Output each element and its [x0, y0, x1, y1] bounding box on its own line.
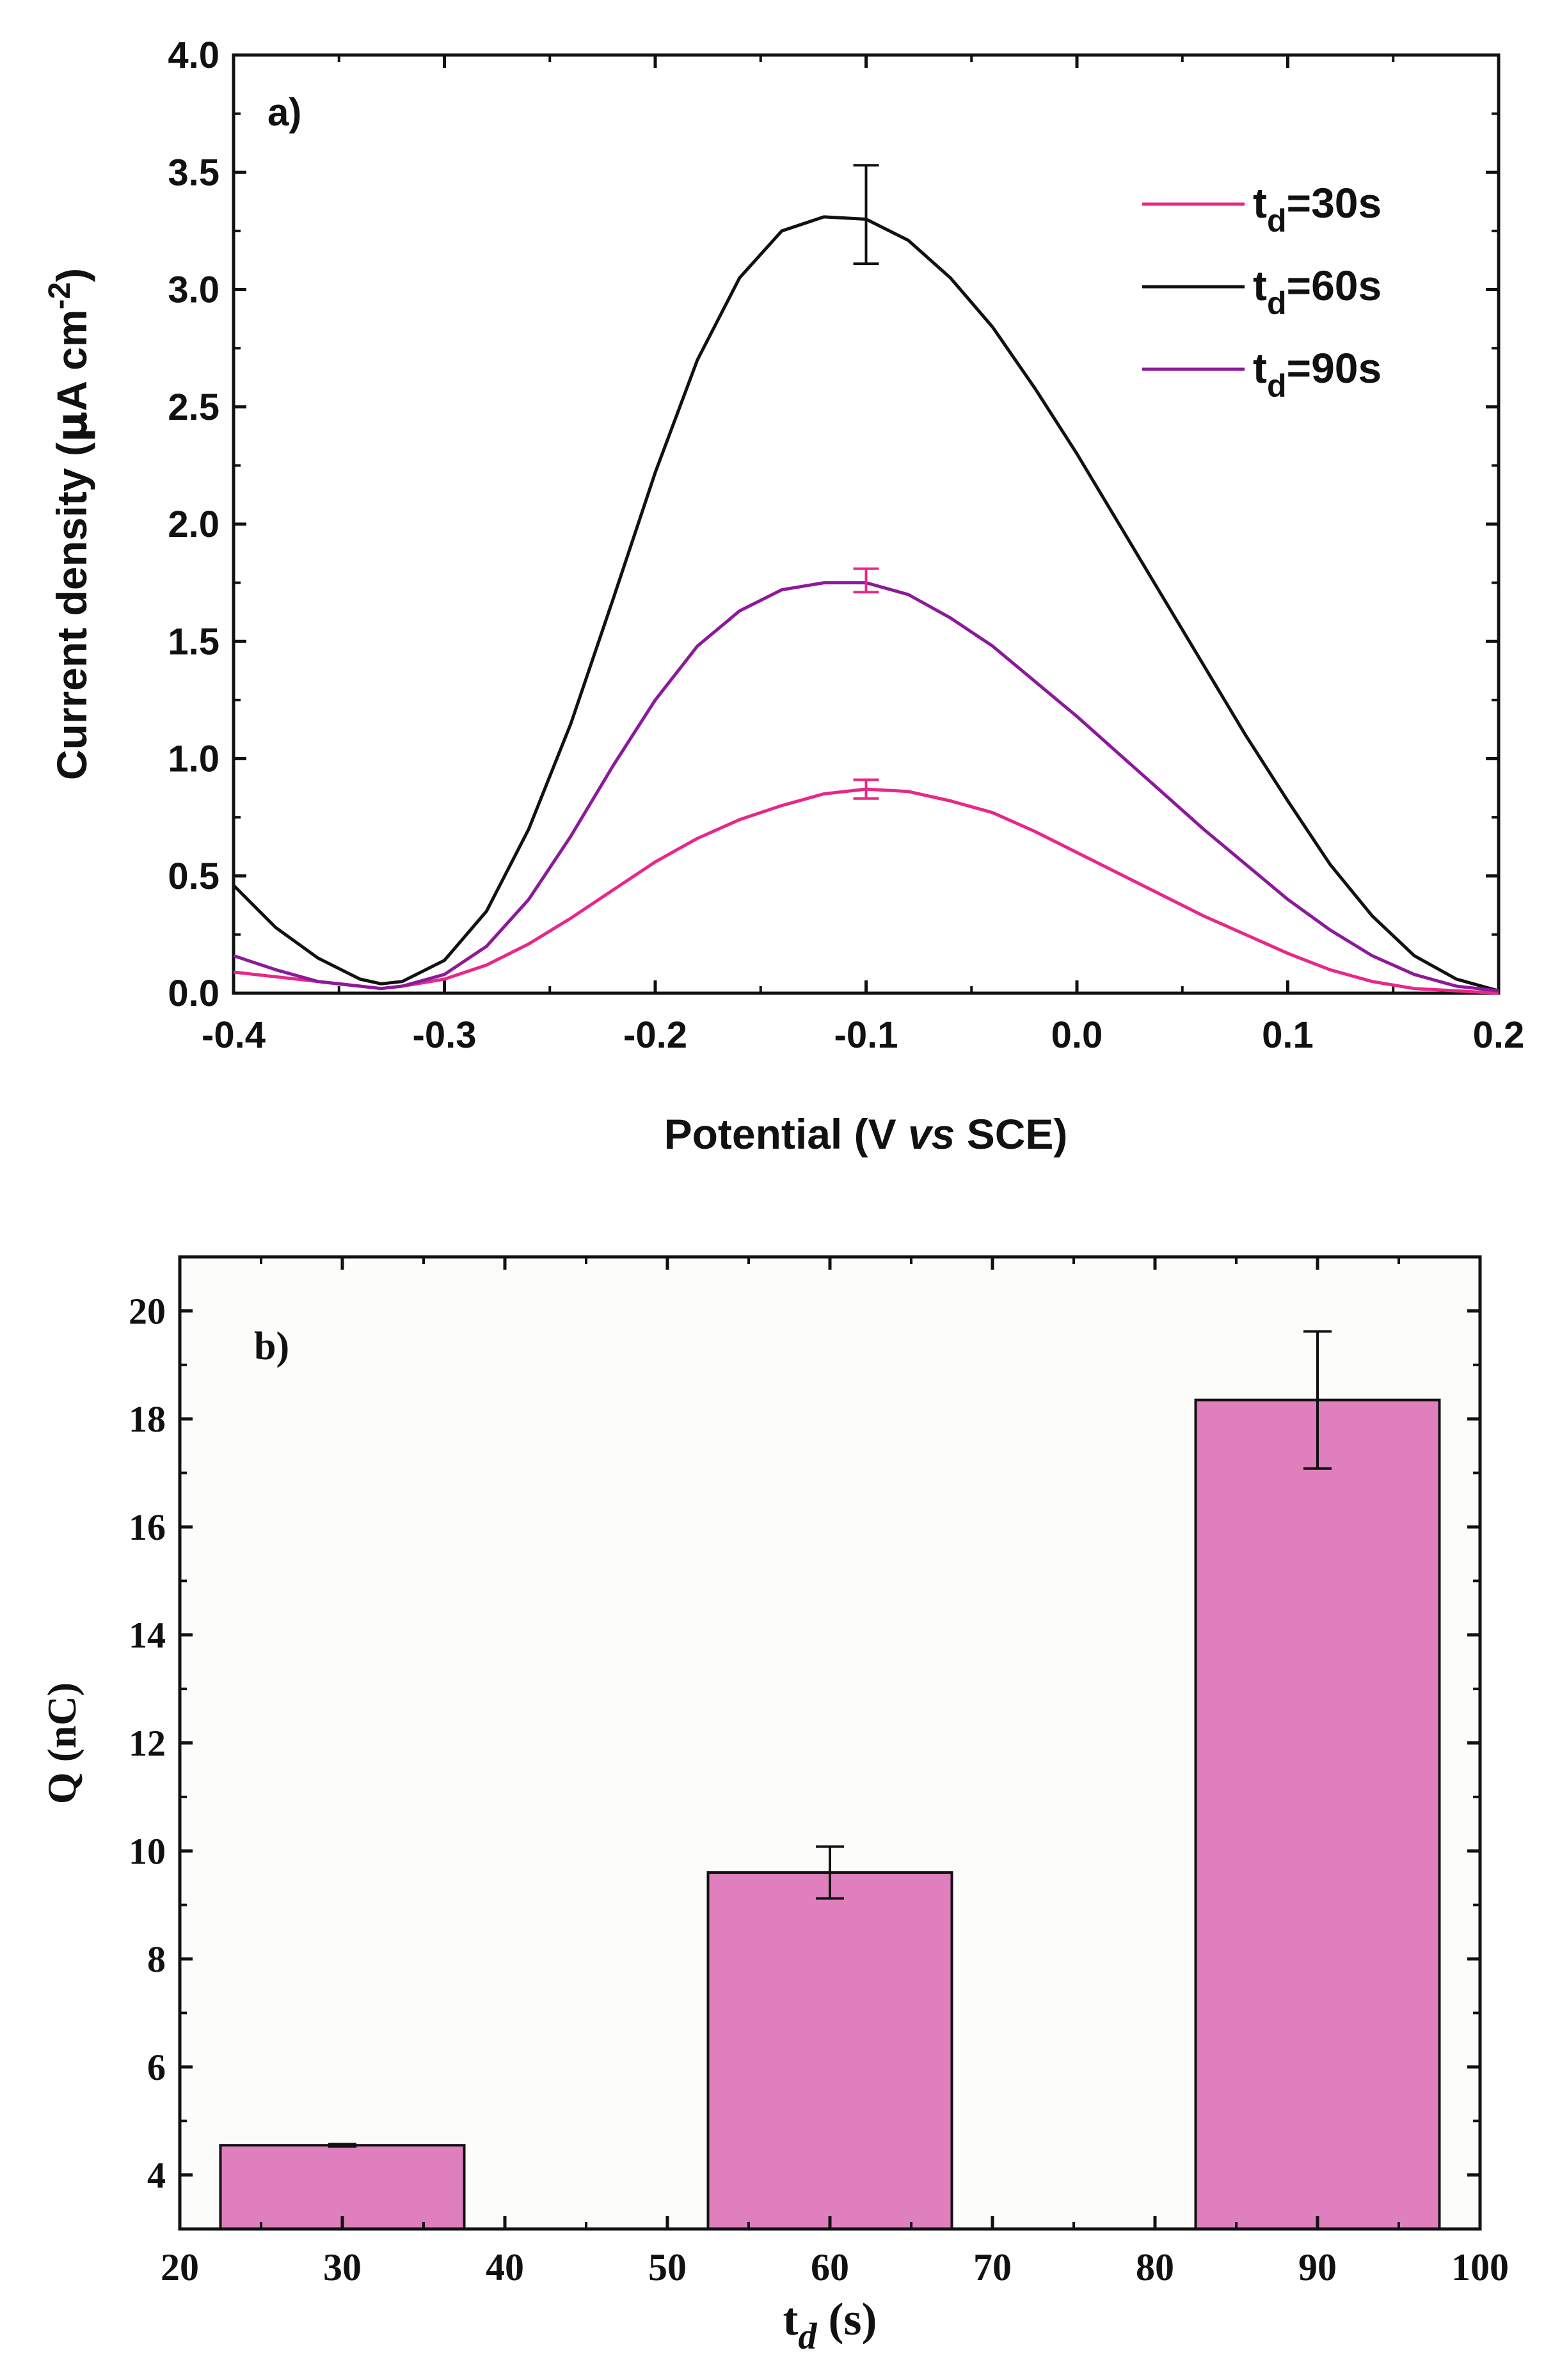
chart-a: -0.4 -0.3 -0.2 -0.1 0.0 0.1 0.2 0.0 0.5 1.0 1.5 2.0…: [43, 35, 1524, 1158]
chart-a-xtick-label: -0.3: [413, 1014, 477, 1056]
chart-b-y-axis-label: Q (nC): [39, 1682, 84, 1804]
chart-a-xtick-label: 0.1: [1262, 1014, 1314, 1056]
chart-b-panel-label: b): [254, 1325, 289, 1368]
chart-b-ytick-label: 4: [147, 2155, 166, 2196]
chart-a-xtick-label: -0.4: [202, 1014, 266, 1056]
svg-text:td=30s: td=30s: [1253, 179, 1382, 239]
chart-b-x-axis-label: td (s): [783, 2294, 877, 2357]
chart-b-xlabel-rest: (s): [817, 2294, 877, 2345]
chart-a-ylabel-part3: A cm: [48, 310, 95, 411]
chart-b-ytick-label: 18: [129, 1398, 166, 1440]
chart-b-bar-30: [219, 2144, 466, 2231]
chart-a-xtick-label: 0.2: [1473, 1014, 1525, 1056]
legend-label-td30-sub: d: [1267, 203, 1287, 239]
chart-b-ytick-label: 20: [129, 1290, 166, 1332]
legend-item-td60: td=60s: [1142, 262, 1382, 321]
chart-b-ytick-label: 12: [129, 1723, 166, 1764]
chart-b-xtick-label: 30: [323, 2246, 362, 2288]
chart-a-ytick-label: 1.0: [168, 739, 219, 780]
chart-b-xtick-label: 90: [1298, 2246, 1337, 2288]
chart-b-ytick-label: 8: [147, 1938, 166, 1980]
legend-label-td90-main: t: [1253, 344, 1267, 392]
chart-a-ytick-label: 2.5: [168, 387, 219, 428]
chart-a-ytick-label: 0.5: [168, 856, 219, 897]
chart-b-xtick-label: 60: [811, 2246, 849, 2288]
chart-b-ytick-label: 14: [129, 1615, 166, 1656]
chart-a-xtick-label: -0.1: [834, 1014, 898, 1056]
legend-label-td60-sub: d: [1267, 285, 1287, 321]
chart-a-series-group: [232, 164, 1499, 995]
chart-a-ylabel-part1: Current density (: [48, 442, 95, 780]
chart-a-ytick-label: 3.0: [168, 269, 219, 311]
chart-a-ylabel-part4: -2: [43, 282, 77, 310]
chart-a-ytick-label: 2.0: [168, 504, 219, 545]
chart-b-xtick-label: 40: [486, 2246, 524, 2288]
legend-label-td90-rest: =90s: [1287, 344, 1382, 392]
chart-a-ytick-label: 0.0: [168, 973, 219, 1014]
chart-b: 20 30 40 50 60 70 80 90 100 4 6 8 10 12 14 16 18 20 b) td…: [39, 1255, 1509, 2357]
chart-a-series-line-2: [232, 215, 1499, 993]
chart-b-bar-90: [1194, 1398, 1441, 2230]
chart-a-xlabel-part3: SCE): [955, 1110, 1067, 1158]
chart-b-xtick-label: 100: [1451, 2246, 1509, 2288]
chart-b-ytick-label: 6: [147, 2047, 166, 2088]
legend-label-td30-rest: =30s: [1287, 179, 1382, 227]
legend-label-td60-rest: =60s: [1287, 262, 1382, 309]
chart-b-xlabel-main: t: [783, 2294, 799, 2345]
chart-b-xlabel-sub: d: [799, 2315, 818, 2357]
chart-b-xtick-label: 50: [648, 2246, 687, 2288]
chart-a-series-line-3: [233, 581, 1499, 993]
svg-text:td=60s: td=60s: [1253, 262, 1382, 321]
chart-b-bar-60: [706, 1871, 953, 2231]
chart-a-ytick-label: 1.5: [168, 621, 219, 662]
chart-a-ylabel-part2: μ: [47, 411, 97, 442]
chart-a-xlabel-part2: vs: [908, 1110, 955, 1158]
chart-b-ytick-label: 10: [129, 1830, 166, 1872]
legend-item-td90: td=90s: [1142, 344, 1382, 404]
chart-a-y-axis-label: Current density (μA cm-2): [43, 268, 97, 780]
legend-label-td30-main: t: [1253, 179, 1267, 227]
svg-text:td=90s: td=90s: [1253, 344, 1382, 404]
chart-b-ytick-label: 16: [129, 1506, 166, 1548]
chart-b-xtick-label: 20: [161, 2246, 199, 2288]
chart-a-x-axis-label: Potential (V vs SCE): [664, 1110, 1068, 1158]
chart-a-panel-label: a): [267, 91, 301, 134]
chart-a-ytick-label: 4.0: [168, 35, 219, 76]
chart-a-ylabel-part5: ): [48, 268, 95, 282]
chart-a-xlabel-part1: Potential (V: [664, 1110, 908, 1158]
legend-item-td30: td=30s: [1142, 179, 1382, 239]
chart-b-bars-group: [219, 1330, 1441, 2231]
chart-b-xtick-label: 70: [973, 2246, 1012, 2288]
chart-a-xtick-label: -0.2: [623, 1014, 687, 1056]
chart-a-ytick-label: 3.5: [168, 152, 219, 193]
chart-b-xtick-label: 80: [1136, 2246, 1174, 2288]
legend-label-td90-sub: d: [1267, 368, 1287, 404]
legend-label-td60-main: t: [1253, 262, 1267, 309]
chart-a-xtick-label: 0.0: [1051, 1014, 1103, 1056]
chart-a-legend: td=30s td=60s td=90s: [1142, 179, 1382, 404]
